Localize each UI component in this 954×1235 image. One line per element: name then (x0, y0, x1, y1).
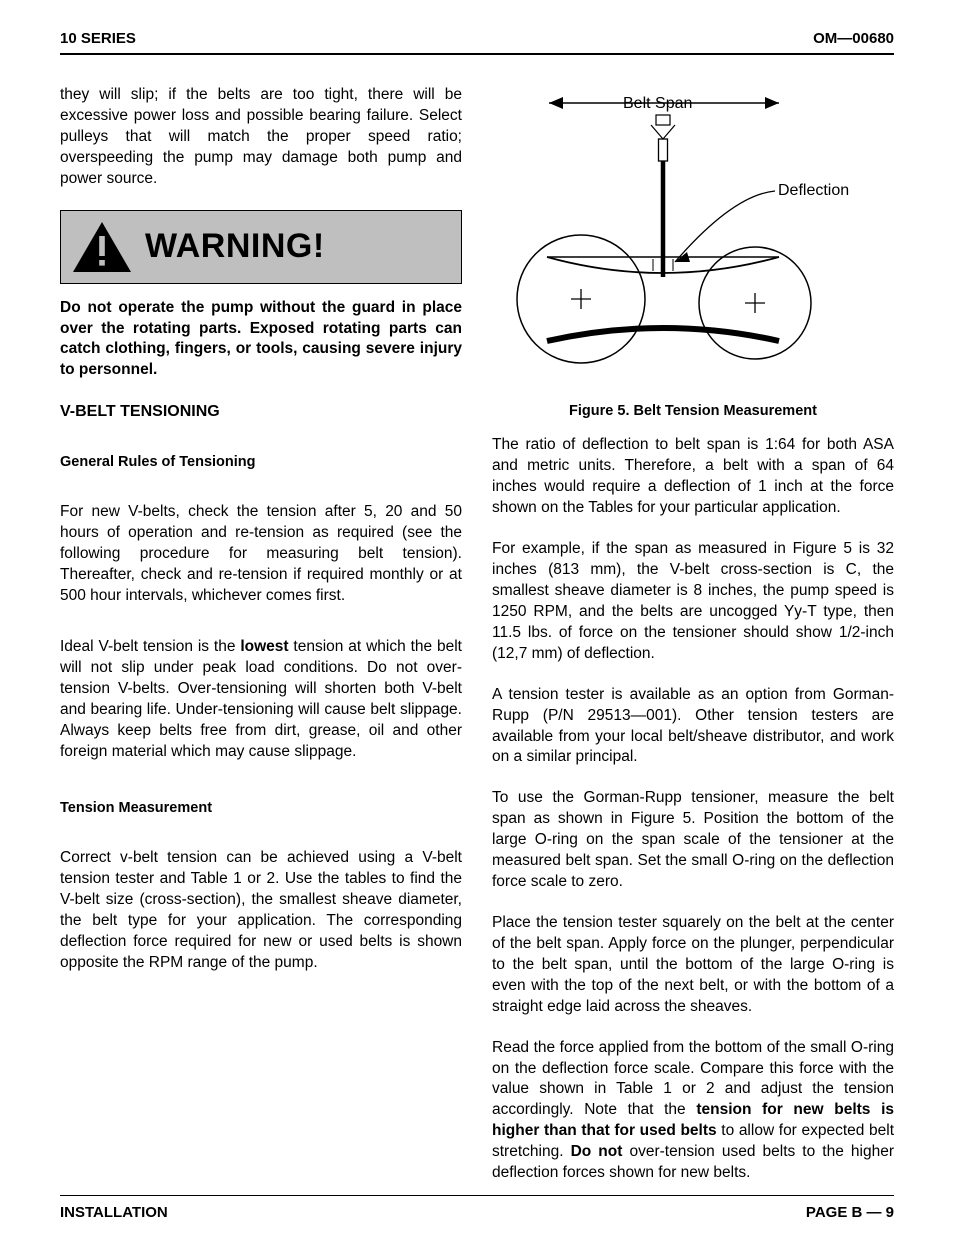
right-p4: To use the Gorman-Rupp tensioner, measur… (492, 788, 894, 893)
left-column: they will slip; if the belts are too tig… (60, 85, 462, 1184)
deflection-label: Deflection (778, 182, 849, 199)
text-bold-lowest: lowest (240, 638, 288, 655)
warning-triangle-icon (71, 220, 133, 274)
right-p5: Place the tension tester squarely on the… (492, 913, 894, 1018)
belt-span-label: Belt Span (623, 95, 692, 112)
warning-label: WARNING! (145, 224, 325, 270)
warning-box: WARNING! (60, 210, 462, 284)
right-column: Belt Span Deflection (492, 85, 894, 1184)
text-fragment: tension at which the belt will not slip … (60, 638, 462, 760)
footer-right: PAGE B — 9 (806, 1204, 894, 1221)
right-p3: A tension tester is available as an opti… (492, 685, 894, 769)
subheading-general-rules: General Rules of Tensioning (60, 453, 462, 473)
right-p1: The ratio of deflection to belt span is … (492, 435, 894, 519)
general-rules-p1: For new V-belts, check the tension after… (60, 502, 462, 607)
page-header: 10 SERIES OM—00680 (60, 30, 894, 55)
content-columns: they will slip; if the belts are too tig… (60, 85, 894, 1184)
right-p6: Read the force applied from the bottom o… (492, 1038, 894, 1184)
belt-tension-diagram: Belt Span Deflection (503, 85, 883, 385)
section-heading-vbelt: V-BELT TENSIONING (60, 401, 462, 423)
header-right: OM—00680 (813, 30, 894, 47)
figure-5-caption: Figure 5. Belt Tension Measurement (492, 402, 894, 422)
general-rules-p2: Ideal V-belt tension is the lowest tensi… (60, 637, 462, 763)
text-bold-donot: Do not (571, 1143, 623, 1160)
right-p2: For example, if the span as measured in … (492, 539, 894, 665)
intro-paragraph: they will slip; if the belts are too tig… (60, 85, 462, 190)
header-left: 10 SERIES (60, 30, 136, 47)
page-footer: INSTALLATION PAGE B — 9 (60, 1195, 894, 1221)
text-fragment: Ideal V-belt tension is the (60, 638, 240, 655)
warning-paragraph: Do not operate the pump without the guar… (60, 298, 462, 382)
subheading-tension-measurement: Tension Measurement (60, 799, 462, 819)
footer-left: INSTALLATION (60, 1204, 168, 1221)
tension-measurement-p1: Correct v-belt tension can be achieved u… (60, 848, 462, 974)
figure-5: Belt Span Deflection (492, 85, 894, 392)
